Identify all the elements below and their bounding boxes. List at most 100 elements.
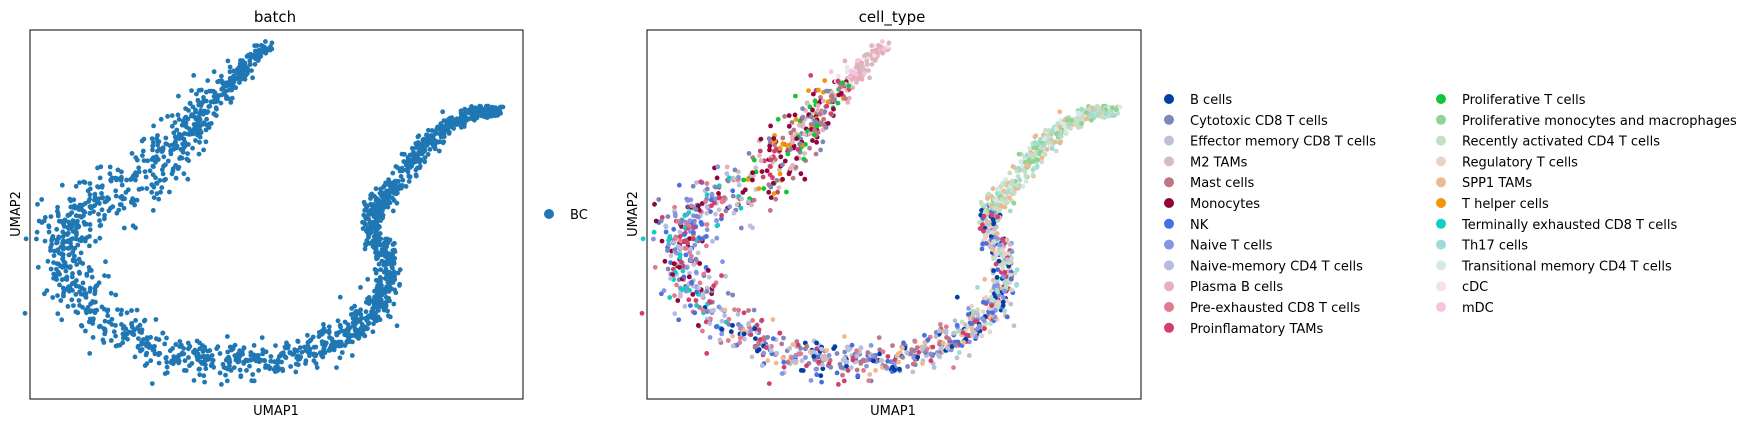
- scatter-point: [227, 69, 233, 75]
- scatter-point: [390, 170, 396, 176]
- scatter-point: [896, 359, 901, 365]
- scatter-point: [336, 342, 342, 348]
- scatter-point: [413, 167, 419, 173]
- scatter-point: [844, 69, 850, 75]
- scatter-point: [761, 337, 767, 343]
- scatter-point: [311, 358, 317, 364]
- batch-axes-frame: [29, 29, 524, 400]
- scatter-point: [741, 310, 747, 316]
- scatter-point: [1011, 323, 1017, 329]
- scatter-point: [76, 298, 82, 303]
- scatter-point: [247, 363, 252, 369]
- scatter-point: [197, 372, 203, 378]
- scatter-point: [1061, 121, 1066, 127]
- scatter-point: [834, 370, 840, 376]
- scatter-point: [416, 133, 422, 139]
- scatter-point: [1058, 118, 1064, 123]
- scatter-point: [658, 218, 664, 224]
- scatter-point: [936, 353, 941, 358]
- scatter-point: [73, 236, 79, 242]
- scatter-point: [1005, 257, 1010, 263]
- scatter-point: [808, 378, 814, 383]
- scatter-point: [242, 64, 248, 70]
- scatter-point: [815, 108, 821, 113]
- scatter-point: [287, 350, 293, 356]
- scatter-point: [869, 43, 874, 49]
- scatter-point: [877, 351, 882, 357]
- scatter-point: [185, 131, 191, 137]
- scatter-point: [665, 214, 671, 220]
- scatter-point: [150, 208, 156, 213]
- scatter-point: [697, 261, 703, 266]
- scatter-point: [119, 169, 124, 175]
- scatter-point: [168, 151, 174, 157]
- scatter-point: [780, 135, 786, 141]
- scatter-point: [1014, 267, 1020, 273]
- scatter-point: [415, 152, 421, 157]
- scatter-point: [458, 124, 464, 129]
- scatter-point: [277, 353, 283, 359]
- scatter-point: [787, 346, 792, 351]
- scatter-point: [801, 156, 807, 162]
- scatter-point: [715, 164, 721, 170]
- scatter-point: [74, 225, 80, 230]
- scatter-point: [81, 219, 87, 225]
- scatter-point: [122, 196, 127, 202]
- scatter-point: [768, 348, 774, 353]
- scatter-point: [822, 78, 828, 83]
- scatter-point: [757, 148, 763, 154]
- scatter-point: [362, 246, 368, 252]
- scatter-point: [34, 229, 40, 235]
- scatter-point: [846, 83, 851, 89]
- scatter-point: [1002, 269, 1008, 275]
- scatter-point: [798, 171, 804, 177]
- scatter-point: [966, 353, 972, 358]
- scatter-point: [229, 95, 235, 101]
- scatter-point: [679, 287, 685, 292]
- scatter-point: [181, 171, 187, 177]
- scatter-point: [269, 40, 275, 46]
- scatter-point: [184, 156, 190, 162]
- scatter-point: [879, 358, 885, 364]
- scatter-point: [779, 341, 785, 347]
- scatter-point: [806, 88, 811, 93]
- scatter-point: [181, 368, 187, 373]
- scatter-point: [383, 236, 388, 242]
- batch-legend: BC: [544, 208, 588, 223]
- scatter-point: [78, 203, 84, 209]
- scatter-point: [864, 58, 870, 64]
- scatter-point: [355, 319, 361, 324]
- scatter-point: [176, 358, 182, 364]
- scatter-point: [1030, 167, 1036, 173]
- scatter-point: [786, 123, 792, 129]
- scatter-point: [751, 307, 757, 313]
- scatter-point: [486, 111, 492, 117]
- scatter-point: [768, 157, 774, 163]
- scatter-point: [719, 331, 725, 337]
- scatter-point: [225, 356, 230, 361]
- scatter-point: [363, 222, 368, 228]
- scatter-point: [951, 330, 956, 336]
- scatter-point: [133, 318, 139, 323]
- scatter-point: [169, 113, 175, 118]
- scatter-point: [105, 313, 111, 319]
- scatter-point: [639, 310, 645, 316]
- scatter-point: [195, 132, 200, 138]
- scatter-point: [1011, 190, 1017, 196]
- scatter-point: [840, 372, 845, 378]
- scatter-point: [154, 136, 160, 141]
- scatter-point: [409, 157, 415, 163]
- scatter-point: [22, 310, 28, 316]
- cell-type-legend-label: Proinflamatory TAMs: [1190, 322, 1324, 337]
- scatter-point: [709, 203, 714, 209]
- scatter-point: [436, 148, 442, 154]
- scatter-point: [788, 146, 794, 152]
- scatter-point: [704, 222, 710, 227]
- scatter-point: [1008, 301, 1014, 307]
- scatter-point: [714, 175, 720, 181]
- scatter-point: [734, 202, 740, 207]
- scatter-point: [172, 355, 178, 361]
- scatter-point: [753, 336, 758, 341]
- scatter-point: [250, 75, 256, 81]
- scatter-point: [873, 368, 878, 373]
